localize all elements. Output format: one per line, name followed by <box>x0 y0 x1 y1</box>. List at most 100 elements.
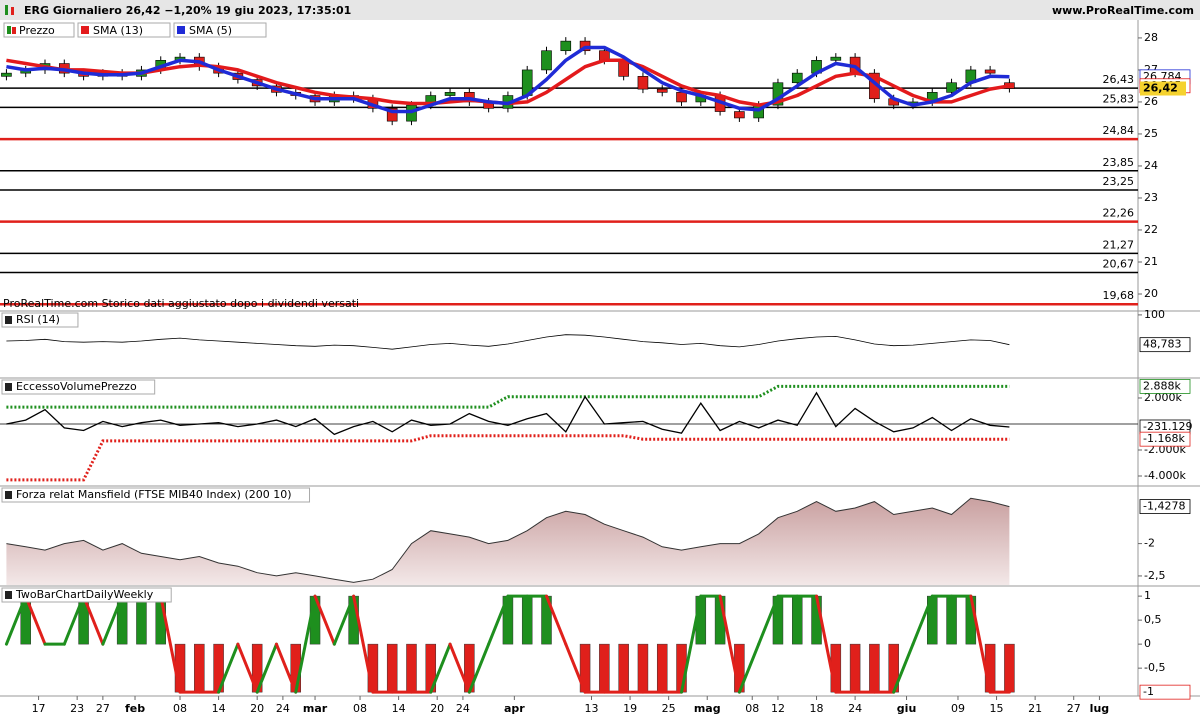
legend-swatch <box>7 26 11 34</box>
legend-label: Prezzo <box>19 24 55 37</box>
x-tick-label: 12 <box>771 702 785 715</box>
signal-bar <box>656 643 668 693</box>
candle <box>560 40 572 52</box>
x-tick-label: apr <box>504 702 525 715</box>
panel-icon <box>5 316 12 324</box>
end-label-box <box>1139 499 1191 514</box>
x-tick-label: 24 <box>848 702 862 715</box>
end-label-box <box>1139 337 1191 353</box>
icon <box>11 7 14 15</box>
candle <box>656 88 668 93</box>
level-label: 23,85 <box>1103 156 1135 169</box>
end-label: -1 <box>1143 685 1154 698</box>
end-label: 2.888k <box>1143 379 1181 392</box>
signal-line <box>718 594 741 694</box>
end-label-box <box>1140 81 1186 96</box>
level-label: 20,67 <box>1103 258 1135 271</box>
signal-bar <box>599 643 610 693</box>
end-label: 48,783 <box>1143 338 1182 351</box>
panel-icon <box>5 383 12 391</box>
panel-label: RSI (14) <box>16 313 60 326</box>
panel-label: TwoBarChartDailyWeekly <box>15 588 154 601</box>
end-label: -231.129 <box>1143 420 1192 433</box>
x-tick-label: lug <box>1090 702 1109 715</box>
end-label: -1,4278 <box>1143 500 1185 513</box>
signal-line <box>892 642 915 694</box>
candle <box>676 92 687 103</box>
signal-bar <box>869 643 880 693</box>
x-tick-label: feb <box>125 702 145 715</box>
x-tick-label: 14 <box>392 702 406 715</box>
signal-line <box>680 594 703 694</box>
legend-label: SMA (13) <box>93 24 143 37</box>
candle <box>946 82 957 93</box>
signal-bar <box>386 643 398 693</box>
y-tick-label: 23 <box>1144 191 1158 204</box>
signal-bar <box>791 595 803 645</box>
candle <box>444 92 456 96</box>
signal-line <box>24 594 47 646</box>
volume-line <box>6 391 1010 436</box>
band-line <box>6 384 1010 409</box>
signal-line <box>737 642 761 694</box>
x-tick-label: 08 <box>745 702 759 715</box>
signal-line <box>487 594 510 646</box>
signal-line <box>4 594 28 646</box>
signal-bar <box>136 595 147 645</box>
signal-line <box>332 594 356 646</box>
signal-bar <box>194 643 205 693</box>
x-tick-label: 24 <box>456 702 470 715</box>
y-tick-label: 100 <box>1144 308 1165 321</box>
y-tick-label: 2.000k <box>1144 391 1182 404</box>
x-tick-label: 27 <box>1067 702 1081 715</box>
signal-line <box>294 594 317 694</box>
end-label-box <box>1139 431 1191 447</box>
y-tick-label: -2 <box>1144 537 1155 550</box>
level-label: 23,25 <box>1103 175 1135 188</box>
signal-line <box>429 642 452 694</box>
candle <box>386 108 398 122</box>
panel-label-box <box>1 379 156 395</box>
level-label: 25,83 <box>1103 92 1135 105</box>
y-tick-label: -2,5 <box>1144 569 1165 582</box>
header-bar <box>0 0 1200 20</box>
signal-line <box>236 642 259 694</box>
candle <box>830 56 842 61</box>
x-tick-label: 23 <box>70 702 84 715</box>
legend-label: SMA (5) <box>189 24 232 37</box>
y-tick-label: 21 <box>1144 255 1158 268</box>
x-tick-label: 20 <box>250 702 264 715</box>
x-tick-label: 14 <box>212 702 226 715</box>
x-tick-label: 09 <box>951 702 965 715</box>
y-tick-label: 1 <box>1144 589 1151 602</box>
icon <box>5 5 8 15</box>
chart-title: ERG Giornaliero 26,42 −1,20% 19 giu 2023… <box>24 4 351 17</box>
signal-line <box>255 642 278 694</box>
x-tick-label: 19 <box>623 702 637 715</box>
end-label-box <box>1139 684 1191 700</box>
signal-line <box>815 594 838 694</box>
signal-line <box>911 594 934 646</box>
x-tick-label: giu <box>897 702 916 715</box>
legend-swatch <box>12 27 16 34</box>
signal-bar <box>406 643 417 693</box>
panel-label-box <box>1 487 311 503</box>
x-tick-label: mag <box>694 702 721 715</box>
panel-label: Forza relat Mansfield (FTSE MIB40 Index)… <box>16 488 292 501</box>
y-tick-label: 24 <box>1144 159 1158 172</box>
y-tick-label: 22 <box>1144 223 1158 236</box>
signal-line <box>62 594 86 646</box>
candle <box>1 72 12 77</box>
rsi-line <box>6 334 1010 350</box>
signal-line <box>564 642 587 694</box>
signal-line <box>159 594 182 694</box>
x-tick-label: 17 <box>32 702 46 715</box>
y-tick-label: -0,5 <box>1144 661 1165 674</box>
legend-swatch <box>177 26 185 34</box>
signal-line <box>352 594 375 694</box>
x-tick-label: mar <box>303 702 328 715</box>
x-tick-label: 08 <box>353 702 367 715</box>
y-tick-label: 28 <box>1144 31 1158 44</box>
signal-bar <box>1004 643 1015 693</box>
panel-label-box <box>1 587 172 603</box>
